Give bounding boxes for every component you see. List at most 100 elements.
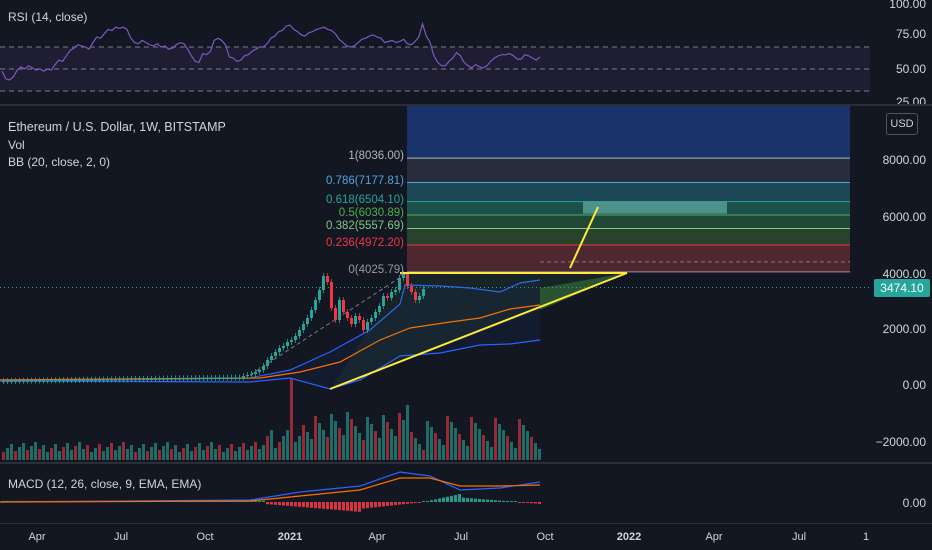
volume-bar: [98, 444, 101, 460]
macd-histogram-bar: [306, 502, 309, 508]
pane-separator[interactable]: [0, 462, 932, 464]
macd-histogram-bar: [262, 500, 265, 502]
pane-separator[interactable]: [0, 104, 932, 106]
volume-bar: [310, 439, 313, 460]
fib-zone: [407, 215, 850, 229]
candle: [390, 292, 393, 298]
volume-bar: [326, 437, 329, 460]
volume-bar: [422, 450, 425, 460]
volume-bar: [34, 442, 37, 460]
volume-bar: [290, 378, 293, 460]
main-price-axis[interactable]: 8000.00 6000.00 4000.00 2000.00 0.00 −20…: [870, 106, 932, 462]
volume-bar: [402, 420, 405, 460]
volume-bar: [182, 448, 185, 460]
volume-bar: [302, 425, 305, 460]
candle: [82, 379, 85, 381]
macd-histogram-bar: [506, 501, 509, 502]
vol-legend[interactable]: Vol: [8, 138, 25, 152]
candle: [274, 352, 277, 356]
candle: [130, 379, 133, 381]
volume-bar: [458, 434, 461, 460]
volume-bar: [198, 443, 201, 460]
rsi-chart: [0, 21, 870, 92]
volume-bar: [410, 432, 413, 460]
candle: [290, 340, 293, 342]
volume-bar: [122, 442, 125, 460]
x-label-2021: 2021: [277, 531, 303, 543]
fib-label: 0(4025.79): [348, 263, 404, 276]
candle: [122, 379, 125, 381]
rsi-axis-label-100: 100.00: [889, 0, 926, 11]
volume-bar: [530, 437, 533, 460]
volume-bar: [362, 440, 365, 460]
volume-bar: [258, 449, 261, 460]
symbol-title[interactable]: Ethereum / U.S. Dollar, 1W, BITSTAMP: [8, 120, 226, 134]
macd-histogram-bar: [438, 498, 441, 502]
volume-bar: [106, 447, 109, 460]
volume-bar: [446, 416, 449, 460]
volume-bar: [474, 423, 477, 460]
candle: [282, 346, 285, 348]
fib-zone: [407, 182, 850, 202]
volume-bar: [394, 436, 397, 460]
candle: [54, 380, 57, 382]
candle: [6, 380, 9, 383]
volume-bar: [66, 443, 69, 460]
bb-legend[interactable]: BB (20, close, 2, 0): [8, 155, 111, 169]
macd-histogram-bar: [382, 502, 385, 507]
rsi-axis-label-75: 75.00: [895, 27, 926, 41]
volume-bar: [494, 418, 497, 460]
volume-bar: [158, 450, 161, 460]
candle: [174, 378, 177, 380]
macd-histogram-bar: [458, 494, 461, 502]
volume-bar: [318, 423, 321, 460]
macd-signal-line: [0, 477, 541, 503]
candle: [214, 377, 217, 380]
volume-bar: [390, 429, 393, 460]
macd-histogram-bar: [514, 501, 517, 502]
candle: [34, 380, 37, 382]
volume-bar: [434, 433, 437, 460]
macd-price-axis[interactable]: 0.00: [870, 465, 932, 525]
axis-label-neg2000: −2000.00: [875, 435, 926, 449]
volume-bar: [338, 428, 341, 460]
candle: [206, 377, 209, 380]
rsi-legend[interactable]: RSI (14, close): [8, 10, 88, 24]
candle: [178, 378, 181, 380]
volume-bar: [162, 446, 165, 460]
macd-histogram-bar: [398, 502, 401, 505]
bb-basis-line: [0, 304, 541, 381]
volume-bar: [442, 445, 445, 460]
currency-badge[interactable]: USD: [886, 113, 918, 135]
volume-bar: [58, 451, 61, 460]
macd-histogram-bar: [350, 502, 353, 512]
rsi-pane[interactable]: RSI (14, close): [0, 0, 932, 104]
candle: [386, 296, 389, 298]
x-label-jul-2021: Jul: [453, 531, 469, 543]
volume-bar: [514, 448, 517, 460]
candle: [50, 380, 53, 382]
macd-histogram-bar: [434, 499, 437, 502]
macd-histogram-bar: [486, 499, 489, 502]
x-label-apr-2020: Apr: [28, 531, 46, 543]
macd-histogram-bar: [478, 498, 481, 502]
volume-bar: [166, 442, 169, 460]
macd-legend[interactable]: MACD (12, 26, close, 9, EMA, EMA): [8, 477, 202, 491]
macd-histogram-bar: [494, 500, 497, 502]
candle: [22, 380, 25, 382]
time-axis-separator: [0, 523, 932, 524]
candle: [94, 379, 97, 381]
volume-bar: [370, 424, 373, 460]
candle: [322, 276, 325, 290]
volume-bar: [202, 450, 205, 460]
candle: [14, 380, 17, 383]
last-price-tag: 3474.10: [874, 279, 930, 297]
volume-bar: [30, 446, 33, 460]
x-label-jul-2020: Jul: [113, 531, 129, 543]
volume-bar: [518, 419, 521, 460]
volume-bar: [350, 419, 353, 460]
candle: [158, 378, 161, 380]
volume-bar: [486, 441, 489, 460]
volume-bar: [454, 428, 457, 460]
